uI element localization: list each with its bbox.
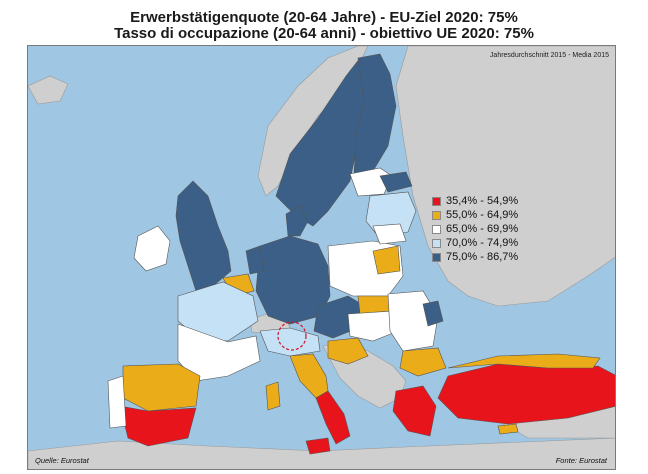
legend-label: 75,0% - 86,7% [446, 251, 519, 263]
lithuania-region [372, 223, 407, 245]
legend-item: 75,0% - 86,7% [432, 250, 518, 264]
legend-swatch [432, 224, 441, 234]
legend: 35,4% - 54,9% 55,0% - 64,9% 65,0% - 69,9… [432, 194, 518, 264]
legend-label: 35,4% - 54,9% [446, 195, 519, 207]
map-title-italian: Tasso di occupazione (20-64 anni) - obie… [114, 25, 534, 42]
portugal-region [107, 375, 127, 429]
poland-east-region [372, 245, 401, 275]
legend-swatch [432, 210, 441, 220]
iceland-land [28, 75, 69, 105]
south-tyrol-marker [277, 321, 307, 351]
greece-region [392, 385, 437, 437]
spain-south-region [119, 405, 197, 447]
legend-swatch [432, 252, 441, 262]
legend-label: 65,0% - 69,9% [446, 223, 519, 235]
france-south-region [177, 323, 261, 382]
ireland-region [133, 225, 171, 272]
netherlands-region [245, 245, 265, 275]
latvia-lithuania-region [365, 191, 417, 237]
italy-north-region [259, 327, 321, 357]
period-note: Jahresdurchschnitt 2015 - Media 2015 [489, 52, 609, 59]
legend-swatch [432, 196, 441, 206]
turkey-north-region [447, 353, 601, 369]
france-north-region [177, 281, 259, 342]
legend-item: 70,0% - 74,9% [432, 236, 518, 250]
source-right: Fonte: Eurostat [555, 456, 607, 465]
map-svg [28, 46, 615, 469]
legend-item: 65,0% - 69,9% [432, 222, 518, 236]
russia-east-land [395, 46, 615, 307]
uk-region [175, 180, 232, 292]
sardinia-region [265, 381, 281, 411]
legend-item: 55,0% - 64,9% [432, 208, 518, 222]
finland-region [353, 53, 397, 175]
map-title-german: Erwerbstätigenquote (20-64 Jahre) - EU-Z… [130, 9, 518, 26]
legend-label: 70,0% - 74,9% [446, 237, 519, 249]
source-left: Quelle: Eurostat [35, 456, 89, 465]
bulgaria-region [399, 347, 447, 377]
employment-map: Jahresdurchschnitt 2015 - Media 2015 35,… [27, 45, 616, 470]
legend-label: 55,0% - 64,9% [446, 209, 519, 221]
spain-north-region [122, 363, 201, 412]
estonia-region [379, 171, 413, 193]
italy-south-region [315, 390, 351, 445]
legend-swatch [432, 238, 441, 248]
sicily-region [305, 437, 331, 455]
hungary-region [347, 310, 399, 342]
croatia-region [327, 337, 369, 365]
legend-item: 35,4% - 54,9% [432, 194, 518, 208]
denmark-region [285, 205, 309, 237]
romania-east-region [422, 300, 444, 327]
eu-regions [107, 53, 615, 455]
cyprus-region [497, 423, 519, 435]
